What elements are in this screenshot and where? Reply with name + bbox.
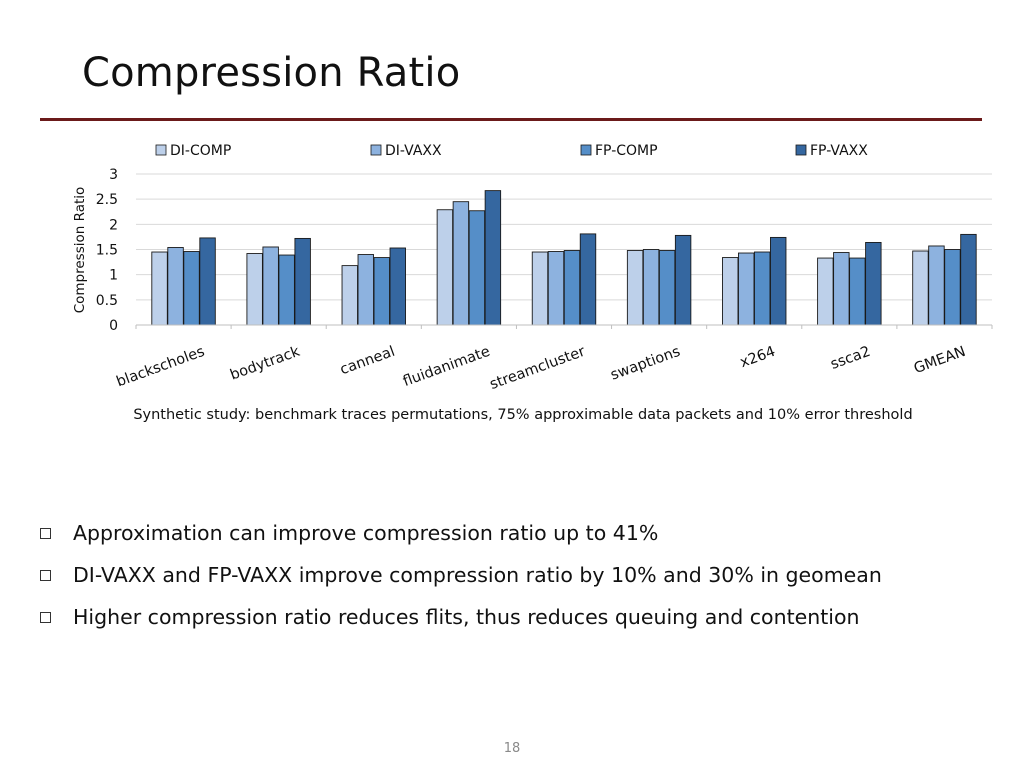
- legend-swatch: [580, 144, 592, 156]
- bar-fp-vaxx-bodytrack: [294, 237, 311, 326]
- x-tick-label: swaptions: [609, 344, 683, 384]
- slide-title: Compression Ratio: [82, 50, 461, 96]
- bar-di-vaxx-fluidanimate: [452, 201, 470, 326]
- page-number: 18: [503, 741, 521, 756]
- x-tick-label: bodytrack: [228, 344, 302, 384]
- bar-di-vaxx-canneal: [357, 254, 374, 326]
- bar-di-comp-blackscholes: [151, 251, 168, 326]
- x-tick-label: canneal: [338, 344, 397, 379]
- bullet-text: Approximation can improve compression ra…: [73, 521, 659, 545]
- bar-fp-vaxx-gmean: [960, 233, 977, 326]
- bar-fp-vaxx-fluidanimate: [484, 190, 502, 326]
- bar-di-vaxx-blackscholes: [167, 247, 184, 326]
- bar-di-vaxx-bodytrack: [262, 246, 279, 326]
- bullet-text: DI-VAXX and FP-VAXX improve compression …: [73, 563, 882, 587]
- bar-fp-vaxx-x264: [770, 236, 787, 326]
- bar-fp-comp-gmean: [944, 249, 961, 326]
- square-bullet-icon: [40, 569, 51, 581]
- bar-di-comp-streamcluster: [531, 251, 549, 326]
- bar-fp-vaxx-swaptions: [674, 234, 692, 326]
- title-divider: [40, 118, 982, 121]
- y-tick-label: 0: [109, 318, 118, 334]
- y-tick-label: 3: [109, 167, 118, 183]
- bar-di-comp-swaptions: [626, 250, 644, 326]
- bar-di-comp-canneal: [341, 265, 358, 326]
- y-axis-label: Compression Ratio: [72, 187, 88, 314]
- x-tick-label: x264: [738, 344, 778, 371]
- bar-di-comp-x264: [722, 257, 739, 326]
- legend-label: DI-VAXX: [385, 143, 442, 159]
- bar-di-vaxx-ssca2: [833, 252, 850, 326]
- bullet-list: Approximation can improve compression ra…: [40, 512, 882, 638]
- bullet-item: Approximation can improve compression ra…: [40, 512, 882, 554]
- legend-label: DI-COMP: [170, 143, 231, 159]
- bar-fp-vaxx-canneal: [389, 247, 406, 326]
- bar-di-vaxx-swaptions: [642, 249, 660, 326]
- bar-di-comp-gmean: [912, 250, 929, 326]
- y-tick-label: 1: [109, 268, 118, 284]
- x-tick-label: ssca2: [829, 344, 873, 373]
- chart-bars: [151, 190, 977, 326]
- x-tick-label: streamcluster: [488, 344, 588, 393]
- y-tick-label: 0.5: [96, 293, 118, 309]
- y-tick-label: 2: [109, 217, 118, 233]
- legend-swatch: [795, 144, 807, 156]
- bar-fp-comp-streamcluster: [563, 250, 581, 326]
- bar-fp-comp-ssca2: [849, 257, 866, 326]
- legend-swatch: [155, 144, 167, 156]
- chart-legend: DI-COMP DI-VAXX FP-COMP FP-VAXX: [155, 143, 868, 159]
- x-tick-label: fluidanimate: [401, 344, 492, 390]
- bar-fp-comp-bodytrack: [278, 254, 295, 326]
- bullet-item: Higher compression ratio reduces flits, …: [40, 596, 882, 638]
- bar-di-comp-ssca2: [817, 257, 834, 326]
- x-tick-label: blackscholes: [114, 344, 206, 391]
- bar-fp-vaxx-blackscholes: [199, 237, 216, 326]
- bar-di-vaxx-gmean: [928, 245, 945, 326]
- bar-fp-comp-fluidanimate: [468, 210, 486, 326]
- legend-swatch: [370, 144, 382, 156]
- chart-caption: Synthetic study: benchmark traces permut…: [133, 407, 913, 423]
- bar-fp-comp-x264: [754, 251, 771, 326]
- y-tick-label: 1.5: [96, 243, 118, 259]
- bar-fp-comp-swaptions: [658, 250, 676, 326]
- bar-fp-comp-canneal: [373, 257, 390, 326]
- x-tick-label: GMEAN: [912, 344, 968, 377]
- legend-label: FP-VAXX: [810, 143, 868, 159]
- bullet-item: DI-VAXX and FP-VAXX improve compression …: [40, 554, 882, 596]
- legend-label: FP-COMP: [595, 143, 658, 159]
- bar-di-comp-fluidanimate: [436, 209, 454, 326]
- bullet-text: Higher compression ratio reduces flits, …: [73, 605, 860, 629]
- y-tick-label: 2.5: [96, 192, 118, 208]
- bar-fp-vaxx-ssca2: [865, 242, 882, 326]
- bar-fp-comp-blackscholes: [183, 251, 200, 326]
- square-bullet-icon: [40, 527, 51, 539]
- compression-ratio-chart: DI-COMP DI-VAXX FP-COMP FP-VAXX 0 0.5 1 1.5 2 2.…: [72, 143, 993, 393]
- bar-fp-vaxx-streamcluster: [579, 233, 597, 326]
- bar-di-comp-bodytrack: [246, 253, 263, 326]
- bar-di-vaxx-streamcluster: [547, 251, 565, 326]
- bar-di-vaxx-x264: [738, 252, 755, 326]
- square-bullet-icon: [40, 611, 51, 623]
